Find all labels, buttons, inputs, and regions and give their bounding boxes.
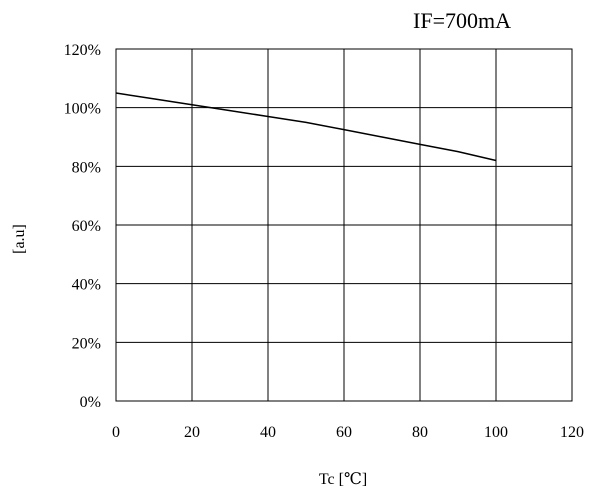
grid-layer [116,49,572,401]
chart-title: IF=700mA [413,8,511,33]
x-tick-labels: 0 20 40 60 80 100 120 [112,424,584,441]
y-axis-label: [a.u] [11,224,28,254]
x-axis-label: Tc [℃] [319,471,367,488]
y-tick-label: 100% [64,101,101,118]
y-tick-labels: 0% 20% 40% 60% 80% 100% 120% [64,42,101,411]
x-tick-label: 60 [336,424,352,441]
plot-frame [115,48,573,402]
x-tick-label: 20 [184,424,200,441]
x-tick-label: 100 [484,424,508,441]
x-tick-label: 80 [412,424,428,441]
y-tick-label: 80% [72,159,101,176]
x-tick-label: 40 [260,424,276,441]
y-tick-label: 20% [72,335,101,352]
series-line [115,92,497,162]
x-tick-label: 120 [560,424,584,441]
x-tick-label: 0 [112,424,120,441]
series-layer [115,92,497,162]
y-tick-label: 120% [64,42,101,59]
y-tick-label: 60% [72,218,101,235]
y-tick-label: 40% [72,277,101,294]
y-tick-label: 0% [80,394,101,411]
